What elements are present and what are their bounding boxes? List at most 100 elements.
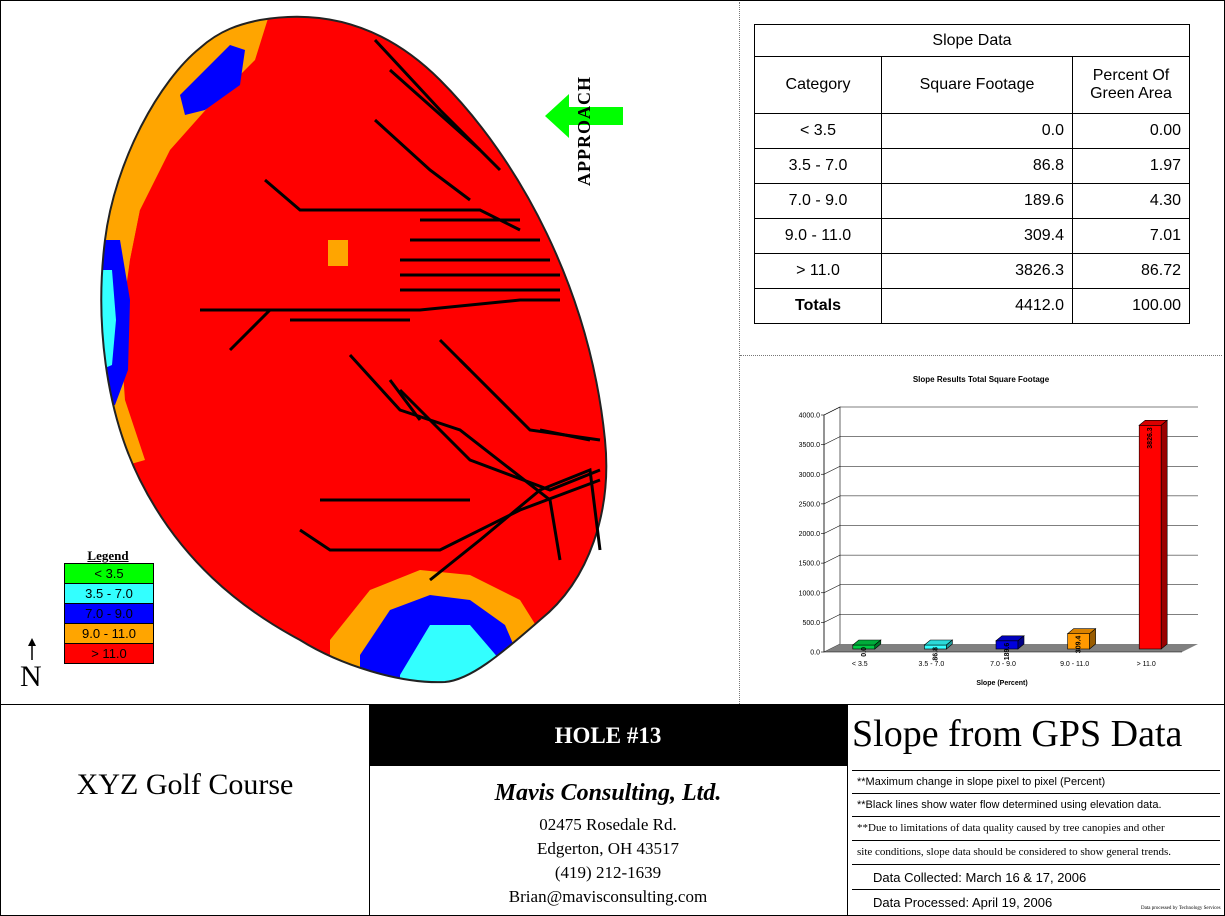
note-divider	[852, 864, 1220, 865]
chart-data-label: 189.6	[1004, 643, 1011, 661]
slope-data-table: Slope Data Category Square Footage Perce…	[754, 24, 1190, 324]
chart-x-tick-label: > 11.0	[1137, 661, 1156, 668]
table-row: > 11.0 3826.3 86.72	[754, 253, 1190, 289]
table-row: 3.5 - 7.0 86.8 1.97	[754, 148, 1190, 184]
address-line-1: 02475 Rosedale Rd.	[539, 815, 677, 834]
chart-x-tick-label: 7.0 - 9.0	[990, 661, 1016, 668]
green-outline	[100, 15, 608, 684]
cell-totals-percent: 100.00	[1072, 288, 1190, 324]
legend-item-9-11: 9.0 - 11.0	[64, 623, 154, 644]
course-name: XYZ Golf Course	[76, 768, 294, 801]
header-category: Category	[754, 56, 882, 114]
chart-gridline	[823, 406, 1198, 416]
header-square-footage: Square Footage	[881, 56, 1073, 114]
cell-category: < 3.5	[754, 113, 882, 149]
chart-gridline	[823, 614, 1198, 623]
chart-data-label: 309.4	[1076, 636, 1083, 654]
chart-y-tick-label: 0.0	[810, 650, 820, 657]
legend-item-lt-3-5: < 3.5	[64, 563, 154, 584]
footer-column-divider	[369, 705, 370, 915]
phone: (419) 212-1639	[554, 863, 662, 882]
footer-column-divider	[847, 705, 848, 915]
chart-data-label: 86.8	[932, 647, 939, 661]
map-legend: Legend < 3.5 3.5 - 7.0 7.0 - 9.0 9.0 - 1…	[64, 548, 154, 664]
approach-label: APPROACH	[574, 76, 594, 186]
cell-sqft: 3826.3	[881, 253, 1073, 289]
cell-sqft: 0.0	[881, 113, 1073, 149]
cell-category: > 11.0	[754, 253, 882, 289]
note-divider	[852, 889, 1220, 890]
chart-y-tick-label: 4000.0	[799, 413, 821, 420]
chart-y-tick-label: 1500.0	[799, 561, 821, 568]
cell-totals-sqft: 4412.0	[881, 288, 1073, 324]
note-divider	[852, 770, 1220, 771]
data-processed: Data Processed: April 19, 2006	[873, 895, 1053, 910]
email: Brian@mavisconsulting.com	[508, 887, 708, 906]
cell-totals-label: Totals	[754, 288, 882, 324]
chart-data-label: 3826.3	[1147, 427, 1154, 449]
chart-gridline	[823, 554, 1198, 564]
note-max-change: **Maximum change in slope pixel to pixel…	[857, 776, 1106, 788]
north-arrow-icon	[28, 638, 36, 660]
table-title: Slope Data	[754, 24, 1190, 57]
cell-sqft: 309.4	[881, 218, 1073, 254]
cell-percent: 86.72	[1072, 253, 1190, 289]
slope-region-7-9	[180, 45, 245, 115]
address-line-2: Edgerton, OH 43517	[536, 839, 680, 858]
chart-x-tick-label: 3.5 - 7.0	[919, 661, 945, 668]
chart-bar-side	[1017, 635, 1025, 650]
legend-item-gt-11: > 11.0	[64, 643, 154, 664]
note-black-lines: **Black lines show water flow determined…	[857, 799, 1162, 811]
water-flow-lines	[200, 38, 602, 582]
chart-gridline	[823, 465, 1198, 475]
totals-row: Totals 4412.0 100.00	[754, 288, 1190, 324]
approach-arrow-icon	[545, 94, 623, 138]
slope-bar-chart: Slope Results Total Square Footage 0.0 86…	[799, 375, 1198, 687]
slope-map	[100, 15, 608, 684]
legend-title: Legend	[87, 548, 129, 563]
chart-y-tick-label: 1000.0	[799, 590, 821, 597]
note-limitations-2: site conditions, slope data should be co…	[857, 846, 1172, 858]
legend-item-7-9: 7.0 - 9.0	[64, 603, 154, 624]
chart-gridline	[823, 436, 1198, 445]
footer-divider	[0, 704, 1224, 705]
cell-sqft: 189.6	[881, 183, 1073, 219]
chart-x-axis-label: Slope (Percent)	[976, 680, 1027, 687]
chart-y-tick-label: 3500.0	[799, 442, 821, 449]
chart-gridline	[823, 584, 1198, 594]
credit-text: Data processed by Technology Services	[1141, 906, 1221, 911]
table-row: 7.0 - 9.0 189.6 4.30	[754, 183, 1190, 219]
chart-gridline	[823, 525, 1198, 534]
chart-title: Slope Results Total Square Footage	[913, 375, 1050, 384]
cell-percent: 4.30	[1072, 183, 1190, 219]
chart-bar-side	[1089, 628, 1096, 650]
cell-percent: 1.97	[1072, 148, 1190, 184]
chart-x-tick-label: < 3.5	[852, 661, 868, 668]
chart-x-tick-label: 9.0 - 11.0	[1060, 661, 1089, 668]
chart-gridline	[823, 495, 1198, 505]
chart-y-tick-label: 2500.0	[799, 501, 821, 508]
chart-bar-side	[874, 639, 882, 650]
hole-number: HOLE #13	[369, 705, 847, 766]
table-row: < 3.5 0.0 0.00	[754, 113, 1190, 149]
data-collected: Data Collected: March 16 & 17, 2006	[873, 870, 1087, 885]
note-limitations-1: **Due to limitations of data quality cau…	[857, 822, 1165, 834]
chart-bar	[1138, 424, 1162, 650]
chart-bar-side	[1160, 419, 1168, 650]
cell-percent: 0.00	[1072, 113, 1190, 149]
note-divider	[852, 840, 1220, 841]
header-percent: Percent Of Green Area	[1072, 56, 1190, 114]
chart-y-tick-label: 2000.0	[799, 531, 821, 538]
company-name: Mavis Consulting, Ltd.	[494, 780, 722, 806]
cell-percent: 7.01	[1072, 218, 1190, 254]
north-label: N	[20, 660, 42, 693]
report-title: Slope from GPS Data	[852, 713, 1183, 755]
note-divider	[852, 793, 1220, 794]
chart-y-tick-label: 3000.0	[799, 472, 821, 479]
cell-category: 7.0 - 9.0	[754, 183, 882, 219]
cell-category: 3.5 - 7.0	[754, 148, 882, 184]
vertical-divider	[739, 2, 740, 704]
legend-item-3-5-7: 3.5 - 7.0	[64, 583, 154, 604]
horizontal-divider	[740, 355, 1222, 356]
table-row: 9.0 - 11.0 309.4 7.01	[754, 218, 1190, 254]
